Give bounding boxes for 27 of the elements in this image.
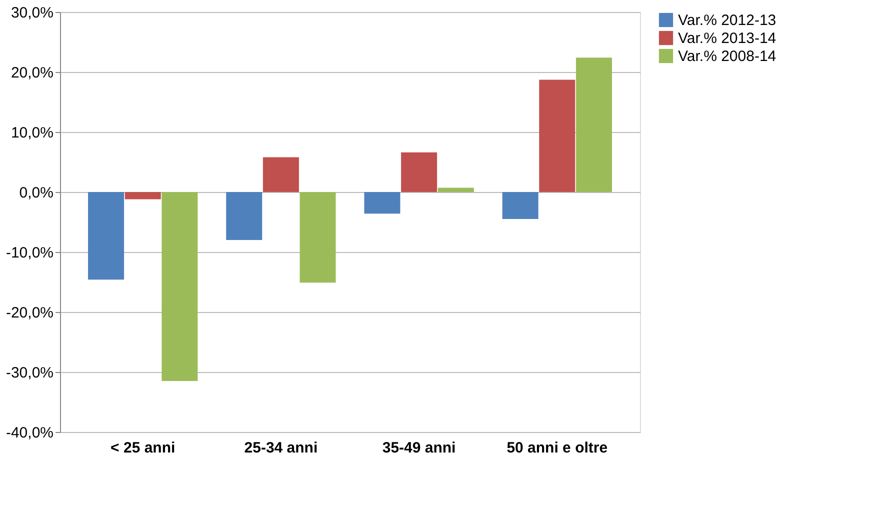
x-tick-label: < 25 anni — [110, 440, 176, 456]
bar — [401, 152, 438, 192]
bar — [300, 192, 336, 283]
bar — [502, 192, 538, 219]
bar — [262, 157, 299, 192]
y-tick-label: 30,0% — [10, 4, 54, 22]
bar — [576, 58, 612, 192]
x-tick-label: 35-49 anni — [382, 440, 456, 456]
y-tick-label: 0,0% — [19, 184, 54, 202]
y-tick-label: 20,0% — [10, 64, 54, 82]
bar — [162, 192, 198, 381]
y-tick-label: -10,0% — [6, 244, 54, 262]
x-tick-label: 50 anni e oltre — [506, 440, 608, 456]
y-tick-label: 10,0% — [10, 124, 54, 142]
y-tick-label: -30,0% — [6, 364, 54, 382]
legend-label: Var.% 2008-14 — [678, 48, 776, 65]
legend-label: Var.% 2013-14 — [678, 30, 776, 47]
y-tick-label: -20,0% — [6, 304, 54, 322]
legend-label: Var.% 2012-13 — [678, 12, 776, 29]
bar — [124, 192, 161, 200]
bar — [88, 192, 124, 280]
x-tick-label: 25-34 anni — [244, 440, 318, 456]
bar — [226, 192, 262, 240]
bar — [364, 192, 400, 214]
bar — [539, 80, 576, 192]
bar — [438, 188, 474, 192]
y-tick-label: -40,0% — [6, 424, 54, 442]
